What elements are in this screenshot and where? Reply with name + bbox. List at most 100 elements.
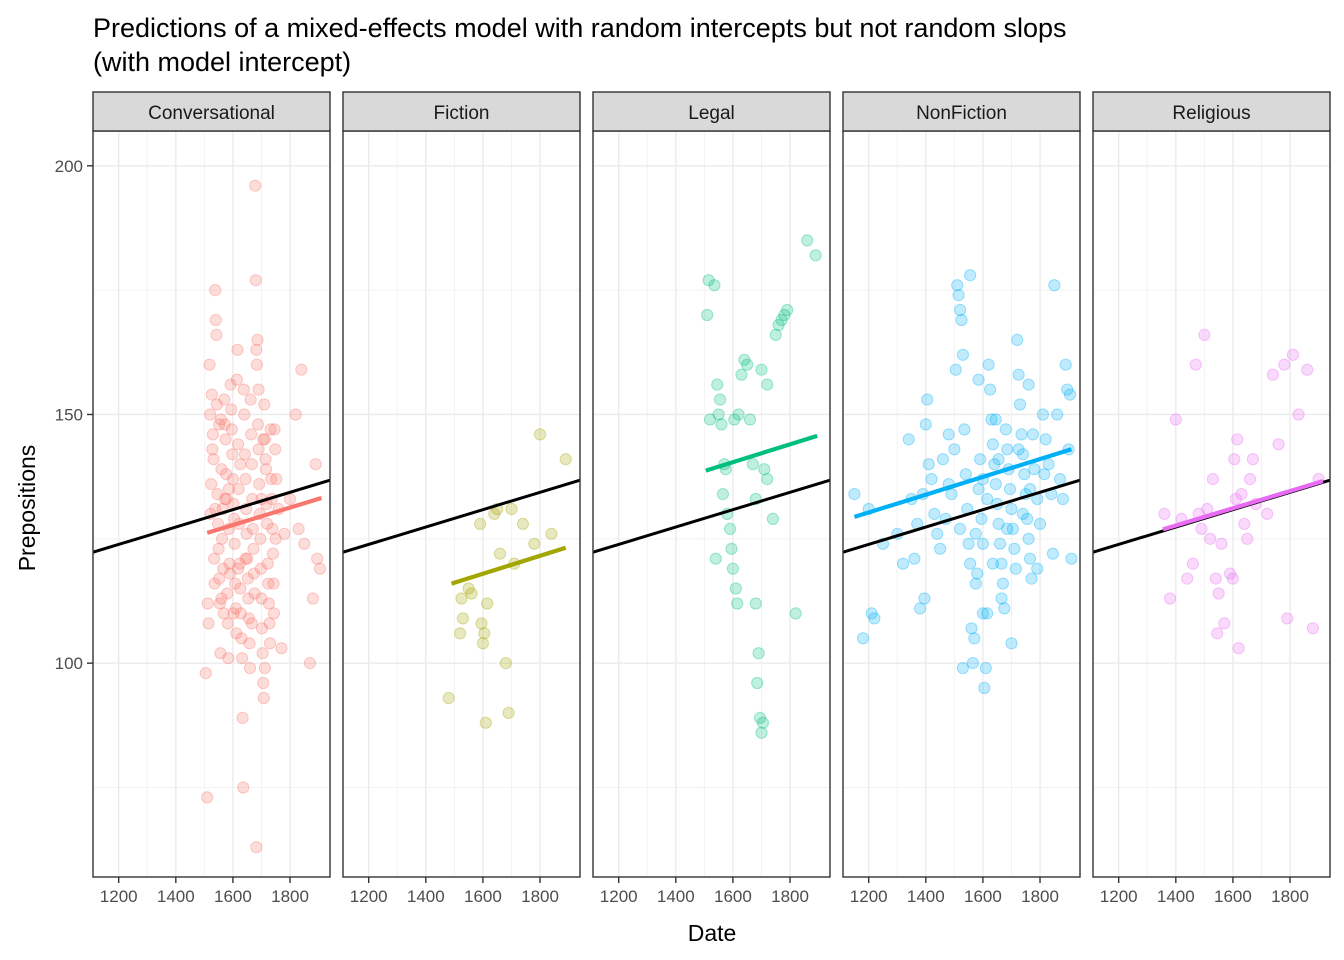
data-point [1272, 438, 1285, 451]
data-point [868, 612, 881, 625]
data-point [201, 791, 214, 804]
data-point [931, 527, 944, 540]
data-point [1241, 532, 1254, 545]
panel-grid [93, 131, 330, 877]
data-point [292, 522, 305, 536]
x-tick-label: 1800 [1271, 887, 1309, 906]
data-point [974, 453, 987, 466]
x-tick-label: 1800 [771, 887, 809, 906]
data-point [1169, 413, 1182, 426]
data-point [995, 557, 1008, 570]
data-point [248, 587, 261, 600]
panel-background [93, 131, 330, 877]
data-point [1005, 502, 1018, 516]
data-point [1231, 433, 1244, 446]
data-point [979, 662, 992, 675]
data-point [1209, 572, 1222, 585]
facet-strip [1092, 91, 1331, 132]
data-point [1065, 552, 1078, 565]
data-point [313, 562, 327, 575]
data-point [218, 492, 231, 506]
data-point [230, 373, 243, 386]
data-point [236, 652, 249, 665]
x-tick-label: 1600 [714, 887, 752, 906]
data-point [254, 562, 267, 575]
x-axis-title: Date [688, 920, 737, 946]
facet-strip [842, 91, 1081, 132]
data-point [918, 592, 931, 605]
data-point [1022, 532, 1035, 545]
data-point [233, 557, 246, 570]
model-intercept-line [343, 478, 580, 554]
data-point [241, 552, 254, 565]
data-point [766, 512, 780, 526]
x-tick-label: 1600 [464, 887, 502, 906]
data-point [1018, 468, 1031, 481]
data-point [214, 647, 227, 660]
data-point [981, 607, 994, 620]
data-point [227, 607, 240, 620]
data-point [238, 448, 251, 461]
data-point [234, 458, 247, 471]
data-point [928, 507, 941, 521]
model-intercept-line [593, 478, 830, 554]
data-point [951, 279, 964, 292]
data-point [772, 318, 785, 332]
data-point [1053, 473, 1067, 486]
data-point [1164, 592, 1177, 605]
data-point [1195, 522, 1208, 536]
data-point [975, 512, 988, 526]
data-point [761, 473, 774, 486]
data-point [1015, 428, 1028, 441]
panel-content [343, 428, 580, 729]
data-point [261, 517, 274, 531]
data-point [704, 413, 717, 426]
data-point [702, 274, 715, 287]
facet-strip-label: NonFiction [916, 103, 1007, 124]
data-point [267, 607, 281, 620]
data-point [1059, 358, 1072, 371]
x-tick-label: 1400 [1157, 887, 1195, 906]
data-point [743, 413, 757, 426]
facet-panels: Conversational 1200 1400 1600 1800 Fiction 120… [92, 91, 1331, 906]
data-point [278, 527, 291, 540]
data-point [971, 567, 984, 580]
x-axis-ticks: 1200 1400 1600 1800 [350, 877, 559, 906]
data-point [976, 607, 990, 620]
data-point [749, 597, 762, 610]
data-point [221, 587, 234, 600]
group-fit-line [206, 496, 323, 535]
data-point [741, 358, 754, 371]
data-point [224, 567, 237, 580]
data-point [1206, 473, 1220, 486]
data-point [986, 557, 1000, 570]
data-point [243, 662, 257, 675]
data-point [258, 662, 271, 675]
data-point [203, 358, 216, 371]
data-point [249, 179, 262, 192]
data-point [234, 607, 247, 620]
data-point [502, 706, 515, 720]
data-point [239, 552, 252, 565]
data-point [755, 363, 768, 376]
data-point [775, 313, 788, 327]
data-point [1243, 473, 1257, 486]
data-point [962, 537, 975, 550]
data-point [989, 478, 1002, 491]
x-tick-label: 1600 [214, 887, 252, 906]
data-point [753, 711, 767, 725]
data-point [215, 463, 228, 476]
data-point [251, 418, 265, 431]
data-point [257, 433, 270, 446]
data-point [1224, 567, 1237, 580]
x-tick-label: 1600 [964, 887, 1002, 906]
data-point [241, 572, 254, 585]
data-point [992, 453, 1005, 466]
data-point [1001, 443, 1014, 456]
data-point [958, 423, 971, 436]
data-point [1218, 617, 1231, 630]
data-point [922, 458, 935, 471]
data-point [238, 408, 251, 421]
data-point [1005, 637, 1018, 650]
data-point [959, 468, 972, 481]
